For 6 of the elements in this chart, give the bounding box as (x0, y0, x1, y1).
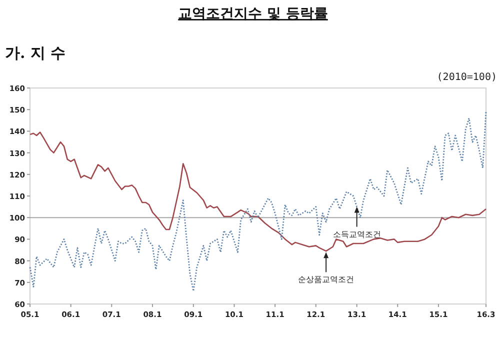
text: (2010=100) (436, 72, 497, 83)
chart-subtitle: 가. 지 수 (5, 44, 66, 62)
annotation: 순상품교역조건 (298, 275, 354, 284)
chart-title: 교역조건지수 및 등락률 (178, 6, 328, 22)
annotation: 소득교역조건 (332, 230, 381, 239)
line-series (29, 111, 487, 292)
